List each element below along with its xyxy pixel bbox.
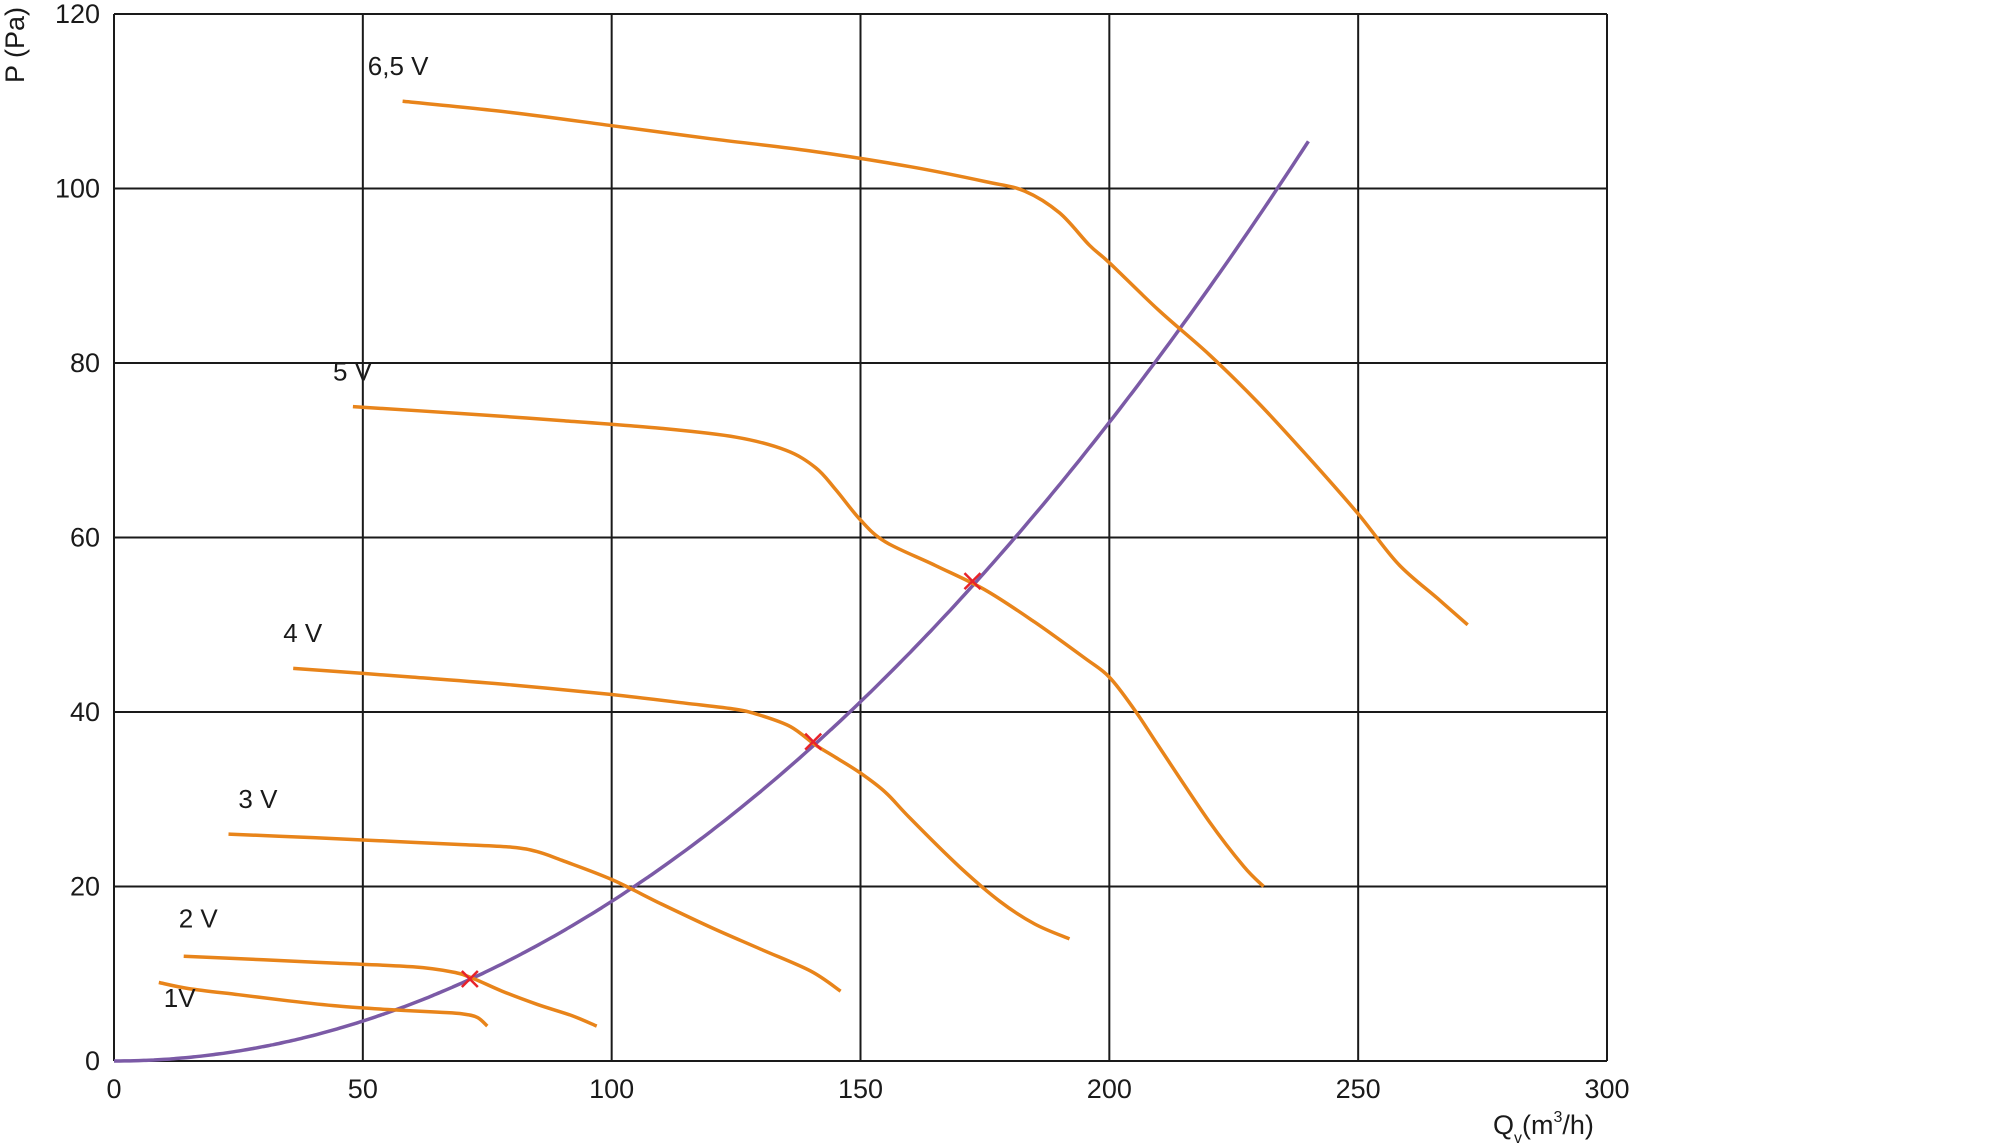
fan-curve-2 xyxy=(293,666,1071,941)
y-tick-label: 60 xyxy=(70,523,100,553)
y-axis-label: P (Pa) xyxy=(0,7,30,83)
operating-point-marker xyxy=(804,732,823,751)
x-tick-label: 0 xyxy=(106,1074,121,1104)
fan-curve-label: 2 V xyxy=(179,904,219,934)
x-tick-label: 50 xyxy=(348,1074,378,1104)
x-axis-label: Qv(m3/h) xyxy=(1493,1109,1594,1143)
fan-curve-label: 6,5 V xyxy=(368,51,429,81)
fan-curve-label: 5 V xyxy=(333,356,373,386)
fan-curve-4 xyxy=(183,954,598,1028)
x-axis-label-unit-post: /h) xyxy=(1562,1110,1594,1140)
y-tick-label: 80 xyxy=(70,348,100,378)
x-tick-label: 300 xyxy=(1584,1074,1629,1104)
x-tick-label: 100 xyxy=(589,1074,634,1104)
x-tick-label: 250 xyxy=(1336,1074,1381,1104)
fan-curves-layer xyxy=(158,99,1469,1028)
y-tick-label: 100 xyxy=(55,174,100,204)
fan-curve-label: 1V xyxy=(164,983,196,1013)
x-axis-label-main: Q xyxy=(1493,1110,1514,1140)
fan-curve-3 xyxy=(228,832,842,993)
fan-curve-5 xyxy=(158,980,489,1028)
x-tick-label: 200 xyxy=(1087,1074,1132,1104)
fan-curve-label: 3 V xyxy=(238,784,278,814)
operating-point-marker xyxy=(460,970,479,988)
fan-curve-1 xyxy=(352,404,1265,888)
curve-labels-layer: 6,5 V 5 V 4 V 3 V 2 V 1V xyxy=(164,51,429,1013)
system-curve xyxy=(113,140,1310,1063)
x-axis-label-unit-pre: (m xyxy=(1522,1110,1553,1140)
y-tick-label: 20 xyxy=(70,872,100,902)
operating-point-marker xyxy=(963,572,982,591)
y-tick-label: 0 xyxy=(85,1046,100,1076)
x-axis-label-sup: 3 xyxy=(1554,1109,1563,1126)
tick-labels: 0 50 100 150 200 250 300 0 20 40 60 80 100 120 xyxy=(55,0,1630,1104)
x-axis-label-sub: v xyxy=(1514,1130,1522,1143)
x-tick-label: 150 xyxy=(838,1074,883,1104)
operating-points-layer xyxy=(460,572,982,988)
y-tick-label: 120 xyxy=(55,0,100,29)
system-curve-layer xyxy=(113,140,1310,1063)
fan-curve-label: 4 V xyxy=(283,618,323,648)
y-tick-label: 40 xyxy=(70,697,100,727)
fan-curve-0 xyxy=(402,99,1469,627)
grid-lines xyxy=(113,13,1608,1062)
